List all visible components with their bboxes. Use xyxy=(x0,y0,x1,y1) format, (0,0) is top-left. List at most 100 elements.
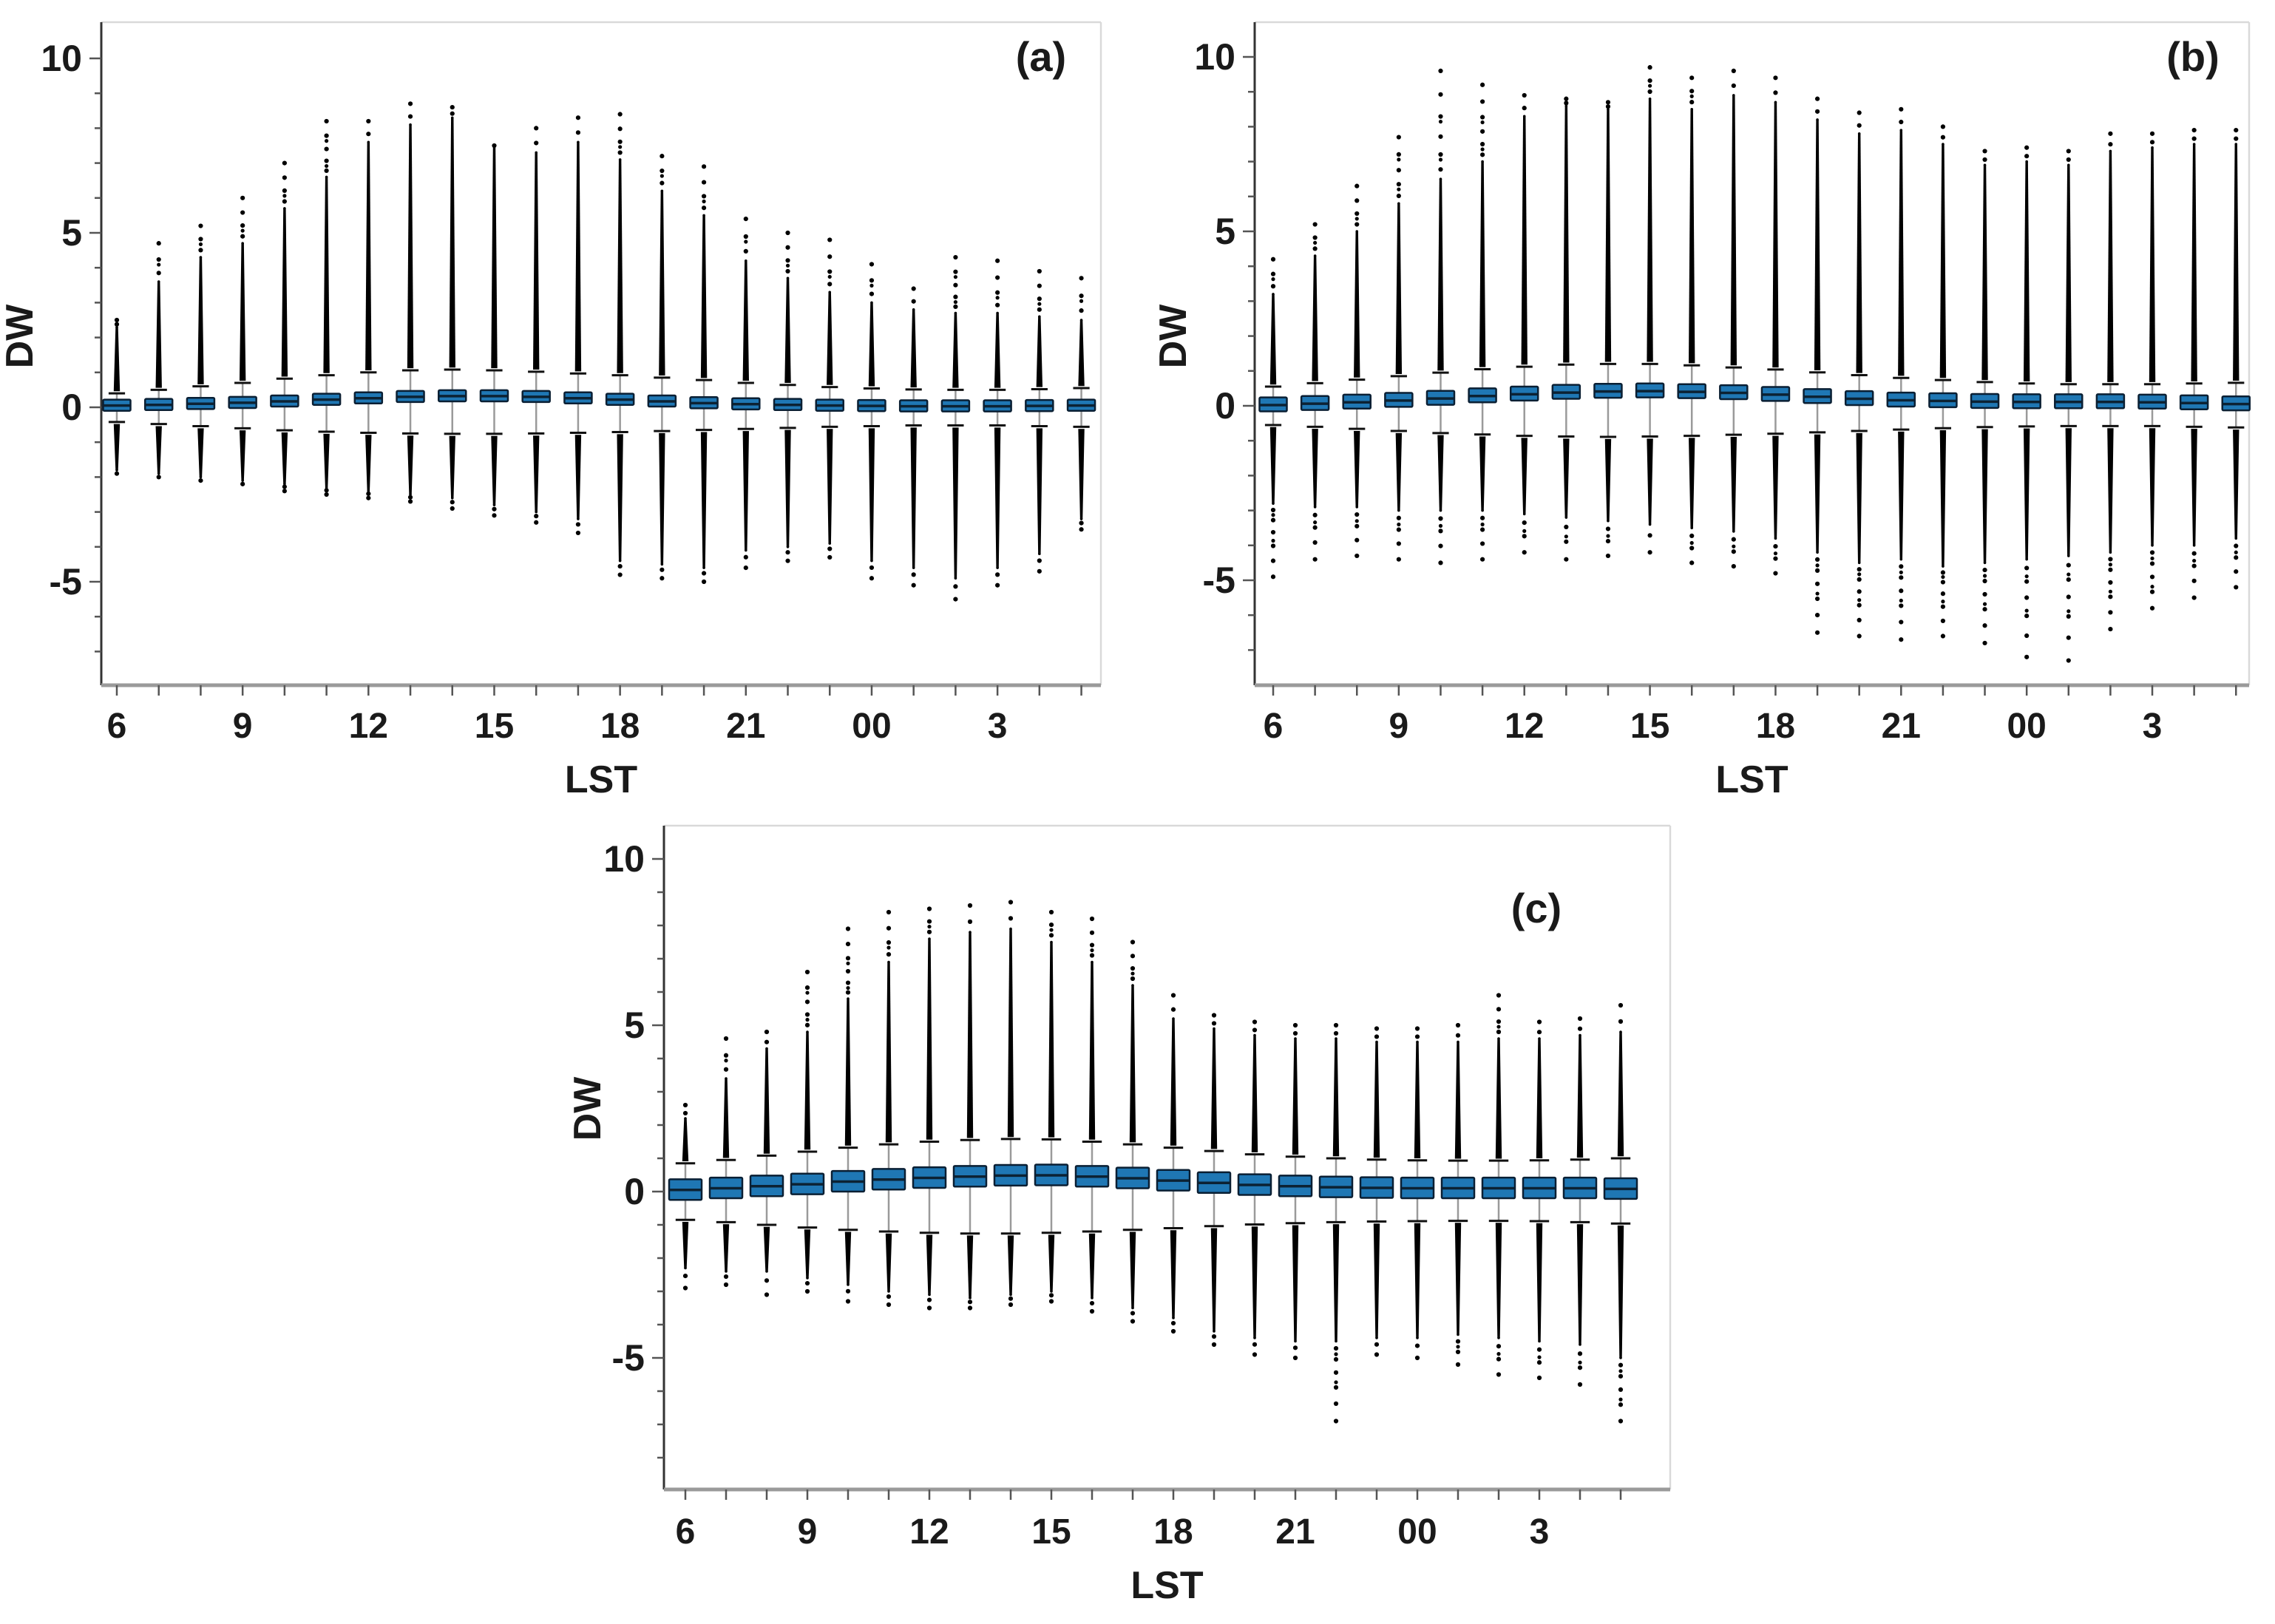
outlier-dot xyxy=(366,495,371,500)
outlier-dot xyxy=(1089,1308,1095,1314)
outlier-streak xyxy=(804,1032,811,1150)
outlier-streak-tip xyxy=(1439,177,1442,180)
outlier-dot xyxy=(1618,1362,1624,1368)
outlier-dot xyxy=(282,484,287,489)
outlier-dot xyxy=(240,195,245,200)
outlier-dot xyxy=(1438,560,1443,565)
outlier-dot xyxy=(1089,916,1095,922)
outlier-streak-tip xyxy=(241,242,244,245)
outlier-dot xyxy=(1292,1355,1298,1361)
outlier-dot xyxy=(682,1110,688,1116)
outlier-dot xyxy=(1536,1030,1542,1035)
outlier-streak xyxy=(1856,432,1862,563)
outlier-dot xyxy=(1522,106,1527,111)
outlier-dot xyxy=(1982,640,1987,646)
outlier-dot xyxy=(1618,1019,1624,1024)
outlier-dot xyxy=(617,126,623,132)
outlier-streak-tip xyxy=(684,1266,687,1270)
outlier-dot xyxy=(953,300,957,305)
outlier-dot xyxy=(1333,1419,1339,1424)
outlier-streak-tip xyxy=(618,559,622,563)
outlier-dot xyxy=(1522,529,1527,533)
outlier-streak-tip xyxy=(1690,108,1693,111)
outlier-dot xyxy=(1355,519,1359,523)
outlier-dot xyxy=(1940,570,1946,575)
outlier-streak-tip xyxy=(870,559,873,563)
outlier-dot xyxy=(926,906,932,911)
outlier-dot xyxy=(1982,157,1987,163)
outlier-dot xyxy=(911,582,916,588)
outlier-dot xyxy=(1982,591,1987,597)
y-tick-label: 10 xyxy=(603,838,645,880)
outlier-streak xyxy=(994,313,1001,388)
outlier-dot xyxy=(1940,124,1946,129)
outlier-streak xyxy=(926,1234,933,1295)
outlier-dot xyxy=(2024,614,2030,619)
outlier-dot xyxy=(1037,283,1042,288)
outlier-streak xyxy=(2233,144,2240,381)
outlier-dot xyxy=(450,506,455,511)
outlier-dot xyxy=(1355,211,1360,217)
outlier-dot xyxy=(1577,1351,1583,1356)
outlier-dot xyxy=(886,1294,892,1299)
outlier-dot xyxy=(1438,119,1443,124)
outlier-dot xyxy=(845,1299,851,1304)
outlier-dot xyxy=(1270,271,1276,276)
y-tick-label: -5 xyxy=(612,1337,645,1379)
outlier-dot xyxy=(804,999,810,1005)
outlier-dot xyxy=(2024,633,2030,639)
outlier-streak xyxy=(491,435,498,506)
outlier-dot xyxy=(1270,507,1276,513)
outlier-streak xyxy=(1689,109,1695,364)
outlier-streak xyxy=(1479,161,1486,367)
outlier-streak-tip xyxy=(577,517,580,520)
outlier-dot xyxy=(2191,136,2197,141)
outlier-dot xyxy=(240,481,245,486)
outlier-streak xyxy=(1078,320,1085,387)
outlier-dot xyxy=(743,234,748,239)
outlier-dot xyxy=(2149,589,2155,594)
outlier-dot xyxy=(1496,1025,1501,1029)
outlier-streak-tip xyxy=(1857,132,1861,135)
outlier-dot xyxy=(926,919,932,924)
outlier-streak-tip xyxy=(157,280,160,283)
x-tick-label: 15 xyxy=(1630,707,1669,746)
outlier-streak xyxy=(1312,429,1318,507)
outlier-dot xyxy=(1577,1365,1583,1370)
outlier-dot xyxy=(1564,101,1569,106)
outlier-dot xyxy=(1857,572,1862,577)
outlier-dot xyxy=(1773,90,1778,95)
outlier-streak-tip xyxy=(725,1077,728,1080)
outlier-streak-tip xyxy=(241,479,244,482)
outlier-dot xyxy=(1814,557,1820,563)
outlier-dot xyxy=(1814,96,1820,101)
outlier-dot xyxy=(1773,543,1778,549)
outlier-streak-tip xyxy=(1009,1293,1012,1297)
outlier-dot xyxy=(1333,1356,1339,1362)
outlier-streak xyxy=(1454,1223,1462,1335)
outlier-dot xyxy=(2108,557,2113,562)
outlier-streak xyxy=(323,433,330,488)
x-tick-label: 3 xyxy=(1530,1512,1550,1552)
outlier-dot xyxy=(1333,1030,1339,1036)
outlier-dot xyxy=(617,150,623,155)
outlier-streak xyxy=(1495,1223,1502,1338)
outlier-dot xyxy=(1982,602,1987,606)
outlier-dot xyxy=(324,146,329,152)
outlier-streak xyxy=(1604,109,1612,362)
outlier-dot xyxy=(764,1029,770,1035)
outlier-streak-tip xyxy=(786,546,790,548)
outlier-streak xyxy=(1292,1225,1299,1342)
outlier-dot xyxy=(2149,140,2155,145)
outlier-dot xyxy=(886,952,892,957)
outlier-streak-tip xyxy=(1481,509,1484,512)
outlier-dot xyxy=(911,299,916,304)
outlier-streak-tip xyxy=(1253,1033,1256,1037)
outlier-streak xyxy=(1521,438,1528,514)
outlier-streak-tip xyxy=(1213,1330,1216,1333)
outlier-streak-tip xyxy=(887,960,890,964)
outlier-dot xyxy=(198,242,203,247)
outlier-streak-tip xyxy=(1579,1343,1581,1346)
outlier-dot xyxy=(1564,557,1569,562)
outlier-dot xyxy=(156,475,161,480)
